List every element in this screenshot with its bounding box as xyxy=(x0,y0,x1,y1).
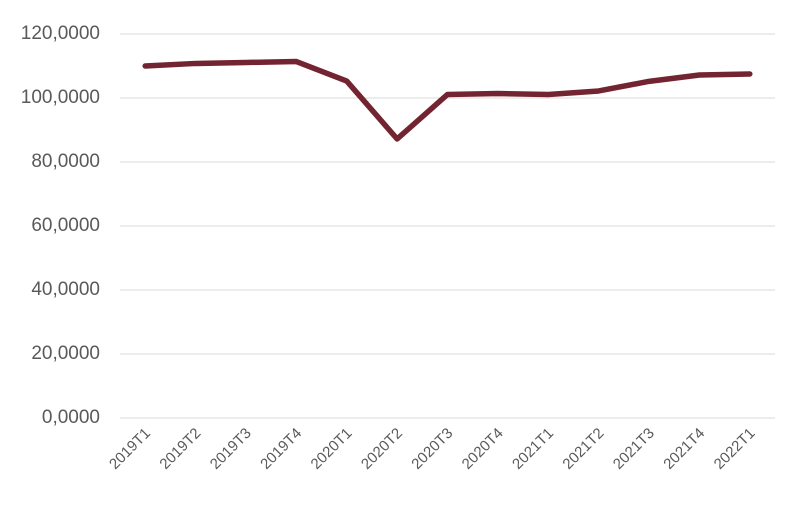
y-tick-label: 0,0000 xyxy=(42,407,100,428)
x-tick-label: 2020T1 xyxy=(308,425,356,473)
x-tick-label: 2021T2 xyxy=(559,425,607,473)
x-tick-label: 2021T3 xyxy=(610,425,658,473)
x-tick-label: 2019T3 xyxy=(207,425,255,473)
line-series xyxy=(142,58,753,142)
x-tick-label: 2022T1 xyxy=(711,425,759,473)
x-tick-label: 2019T4 xyxy=(257,425,305,473)
y-tick-label: 80,0000 xyxy=(31,151,100,172)
x-tick-label: 2019T2 xyxy=(156,425,204,473)
x-tick-label: 2020T3 xyxy=(408,425,456,473)
x-tick-label: 2021T1 xyxy=(509,425,557,473)
x-tick-label: 2019T1 xyxy=(106,425,154,473)
y-tick-label: 100,0000 xyxy=(21,87,100,108)
y-tick-label: 20,0000 xyxy=(31,343,100,364)
y-tick-label: 120,0000 xyxy=(21,23,100,44)
x-tick-label: 2021T4 xyxy=(660,425,708,473)
x-tick-label: 2020T4 xyxy=(459,425,507,473)
y-tick-label: 40,0000 xyxy=(31,279,100,300)
y-tick-label: 60,0000 xyxy=(31,215,100,236)
x-tick-label: 2020T2 xyxy=(358,425,406,473)
